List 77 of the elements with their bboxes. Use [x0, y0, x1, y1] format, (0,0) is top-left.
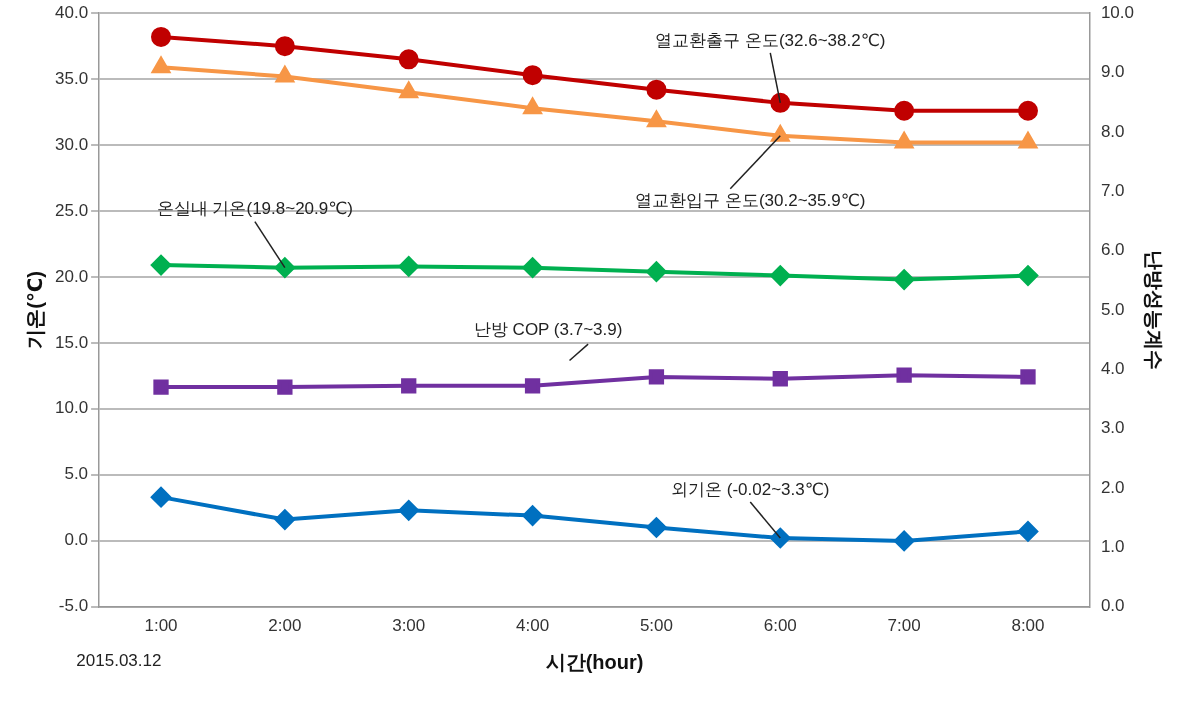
point — [399, 82, 418, 99]
point — [648, 369, 665, 385]
y2-tick-label: 6.0 — [1100, 240, 1125, 260]
point — [522, 257, 543, 278]
point — [1017, 521, 1038, 542]
point — [275, 66, 294, 83]
point — [522, 505, 543, 526]
x-tick-label: 8:00 — [1011, 616, 1045, 636]
y2-axis-title: 난방성능계수 — [1143, 249, 1166, 370]
y2-tick-label: 4.0 — [1100, 358, 1125, 378]
y2-tick-label: 8.0 — [1100, 121, 1125, 141]
y-tick-label: 40.0 — [54, 2, 89, 22]
y-tick-label: 20.0 — [54, 266, 89, 286]
x-tick-label: 3:00 — [392, 616, 426, 636]
y-axis-title: 기온(℃) — [23, 271, 46, 349]
point — [646, 261, 667, 282]
point — [1019, 132, 1037, 149]
y2-tick-label: 7.0 — [1100, 180, 1125, 200]
annotation: 난방 COP (3.7~3.9) — [473, 319, 623, 339]
y-tick-label: 10.0 — [54, 398, 89, 418]
point — [770, 92, 791, 113]
point — [398, 500, 419, 521]
point — [1020, 369, 1036, 385]
point — [274, 36, 295, 57]
point — [895, 132, 914, 149]
x-tick-label: 5:00 — [639, 616, 673, 636]
annotation: 열교환출구 온도(32.6~38.2℃) — [655, 30, 886, 50]
x-tick-label: 4:00 — [516, 616, 550, 636]
point — [646, 517, 667, 538]
point — [896, 367, 912, 383]
annotation: 열교환입구 온도(30.2~35.9℃) — [635, 190, 866, 210]
point — [894, 100, 915, 121]
point — [274, 257, 295, 278]
annotation: 외기온 (-0.02~3.3℃) — [671, 479, 830, 499]
x-tick-label: 7:00 — [887, 616, 921, 636]
point — [151, 255, 172, 276]
y2-tick-label: 3.0 — [1100, 418, 1125, 438]
point — [151, 487, 172, 508]
y-tick-label: 5.0 — [64, 464, 89, 484]
point — [151, 26, 172, 47]
y2-tick-label: 9.0 — [1100, 62, 1125, 82]
point — [522, 65, 543, 86]
y2-tick-label: 0.0 — [1100, 596, 1125, 616]
point — [398, 49, 419, 70]
point — [152, 57, 170, 74]
point — [398, 256, 419, 277]
point — [524, 378, 541, 394]
y2-tick-label: 1.0 — [1100, 536, 1125, 556]
point — [274, 509, 295, 530]
y-tick-label: -5.0 — [58, 596, 89, 616]
point — [1017, 265, 1038, 286]
point — [772, 371, 788, 387]
x-axis-title: 시간(hour) — [545, 650, 644, 673]
y2-tick-label: 2.0 — [1100, 477, 1125, 497]
y-tick-label: 0.0 — [64, 530, 89, 550]
x-tick-label: 6:00 — [763, 616, 797, 636]
point — [894, 269, 915, 290]
point — [1017, 100, 1038, 121]
x-tick-label: 1:00 — [144, 616, 178, 636]
y2-tick-label: 10.0 — [1100, 2, 1135, 22]
point — [647, 111, 666, 128]
point — [770, 265, 791, 286]
point — [277, 379, 293, 395]
x-tick-label: 2:00 — [268, 616, 302, 636]
y-tick-label: 15.0 — [54, 332, 89, 352]
text: 2015.03.12 — [76, 651, 162, 671]
point — [646, 79, 667, 100]
point — [401, 378, 417, 394]
point — [153, 379, 169, 395]
point — [894, 530, 915, 551]
y-tick-label: 25.0 — [54, 200, 89, 220]
point — [523, 98, 542, 115]
y-tick-label: 30.0 — [54, 134, 89, 154]
y2-tick-label: 5.0 — [1100, 299, 1125, 319]
y-tick-label: 35.0 — [54, 68, 89, 88]
annotation: 온실내 기온(19.8~20.9℃) — [156, 199, 353, 219]
point — [770, 528, 791, 549]
